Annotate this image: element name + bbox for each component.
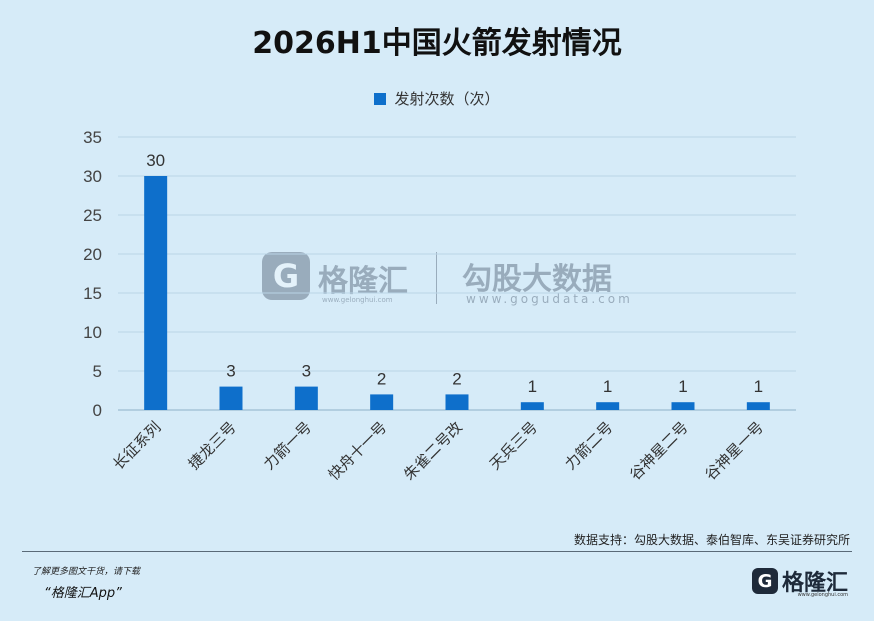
y-tick-label: 20 bbox=[83, 245, 102, 264]
y-tick-label: 35 bbox=[83, 128, 102, 147]
legend-swatch bbox=[374, 92, 387, 105]
data-label: 30 bbox=[146, 151, 165, 170]
x-tick-label: 力箭一号 bbox=[260, 418, 315, 473]
data-label: 2 bbox=[452, 369, 461, 388]
brand-name: 格隆汇 bbox=[781, 571, 848, 596]
brand-logo: G 格隆汇 www.gelonghui.com bbox=[751, 566, 848, 598]
data-label: 3 bbox=[226, 362, 235, 381]
bar-5 bbox=[520, 402, 544, 410]
x-tick-label: 谷神星一号 bbox=[701, 418, 767, 484]
y-tick-label: 15 bbox=[83, 284, 102, 303]
data-label: 1 bbox=[678, 377, 687, 396]
legend: 发射次数（次） bbox=[0, 88, 874, 109]
bar-7 bbox=[671, 402, 695, 410]
y-axis-ticks: 0 5 10 15 20 25 30 35 bbox=[83, 128, 102, 420]
x-tick-label: 快舟十一号 bbox=[325, 418, 391, 484]
brand-url: www.gelonghui.com bbox=[797, 592, 848, 598]
footer-app-name: “格隆汇App” bbox=[44, 586, 122, 601]
y-tick-label: 25 bbox=[83, 206, 102, 225]
bar-0 bbox=[144, 176, 168, 410]
data-label: 3 bbox=[302, 362, 311, 381]
brand-logo-icon: G bbox=[751, 568, 778, 594]
x-tick-label: 捷龙三号 bbox=[185, 418, 240, 473]
x-axis-ticks: 长征系列 捷龙三号 力箭一号 快舟十一号 朱雀二号改 天兵三号 力箭二号 谷神星二号 谷神星一号 bbox=[109, 418, 767, 484]
source-note: 数据支持：勾股大数据、泰伯智库、东吴证券研究所 bbox=[573, 533, 850, 547]
bar-1 bbox=[219, 386, 243, 410]
bar-4 bbox=[445, 394, 469, 410]
bars bbox=[144, 176, 770, 410]
bar-8 bbox=[746, 402, 770, 410]
data-label: 2 bbox=[377, 369, 386, 388]
x-tick-label: 谷神星二号 bbox=[626, 418, 692, 484]
bar-6 bbox=[596, 402, 620, 410]
x-tick-label: 天兵三号 bbox=[486, 418, 541, 473]
legend-label: 发射次数（次） bbox=[394, 90, 500, 108]
x-tick-label: 朱雀二号改 bbox=[400, 418, 466, 484]
y-tick-label: 10 bbox=[83, 323, 102, 342]
footer-divider bbox=[22, 551, 852, 552]
x-tick-label: 力箭二号 bbox=[561, 418, 616, 473]
data-label: 1 bbox=[603, 377, 612, 396]
chart-title: 2026H1中国火箭发射情况 bbox=[252, 26, 622, 61]
data-label: 1 bbox=[528, 377, 537, 396]
x-tick-label: 长征系列 bbox=[109, 418, 164, 473]
data-labels: 30 3 3 2 2 1 1 1 1 bbox=[146, 151, 763, 396]
data-label: 1 bbox=[754, 377, 763, 396]
y-tick-label: 5 bbox=[93, 362, 102, 381]
bar-3 bbox=[370, 394, 394, 410]
y-tick-label: 0 bbox=[93, 401, 102, 420]
bar-2 bbox=[294, 386, 318, 410]
y-tick-label: 30 bbox=[83, 167, 102, 186]
footer-note: 了解更多图文干货，请下载 bbox=[32, 567, 141, 577]
